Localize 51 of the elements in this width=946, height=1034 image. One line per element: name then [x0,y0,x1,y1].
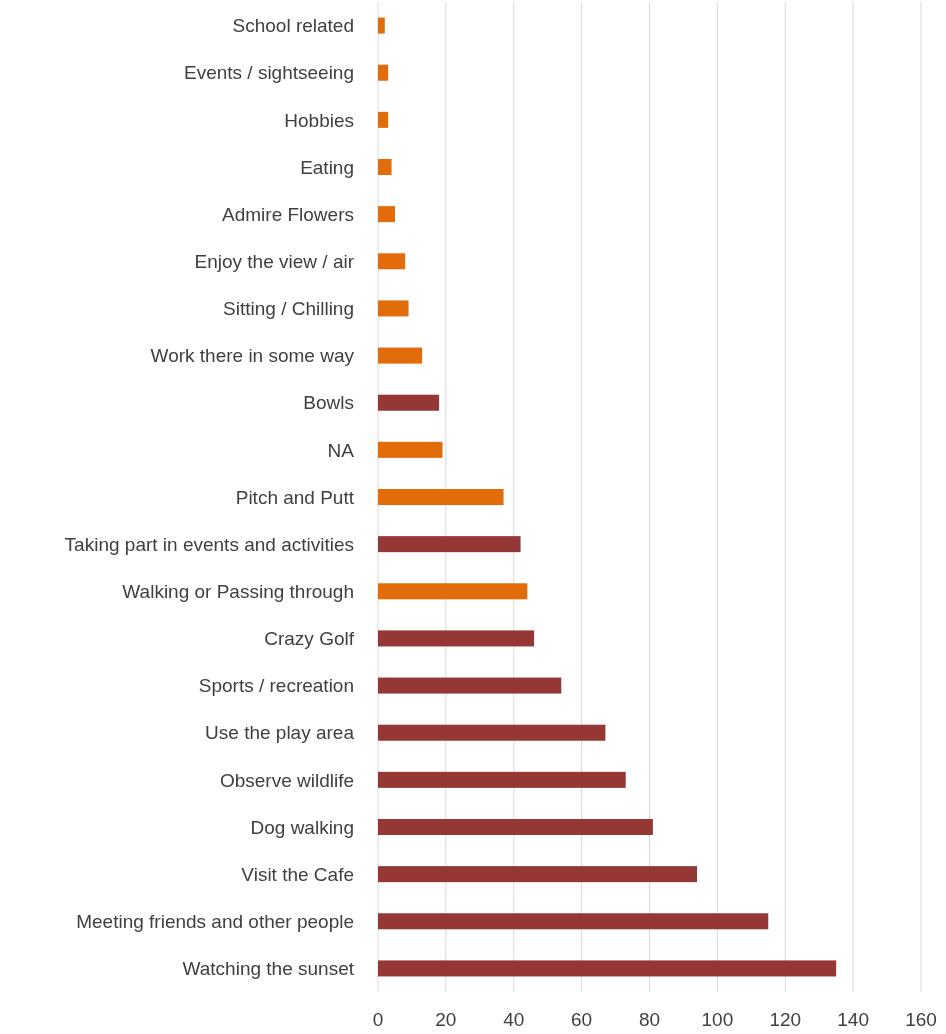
y-tick-label: Sitting / Chilling [223,298,354,320]
bar [378,253,406,270]
bar [378,771,626,788]
y-tick-label: Work there in some way [150,345,355,367]
bar [378,17,385,34]
y-tick-label: Visit the Cafe [241,863,354,885]
bar [378,206,395,223]
bar [378,536,521,553]
bar [378,111,389,128]
x-tick-label: 140 [837,1009,869,1030]
y-tick-label: Taking part in events and activities [64,533,354,555]
y-tick-label: Enjoy the view / air [194,250,355,272]
bar [378,300,409,317]
x-tick-label: 160 [905,1009,937,1030]
x-tick-label: 40 [503,1009,525,1030]
y-tick-label: Dog walking [250,816,354,838]
bar [378,724,606,741]
y-tick-label: Eating [300,156,354,178]
bar [378,913,769,930]
y-tick-label: Pitch and Putt [235,486,355,508]
y-tick-label: Events / sightseeing [183,62,354,84]
x-tick-label: 100 [701,1009,734,1030]
y-tick-label: Crazy Golf [264,628,355,650]
bar [378,158,392,176]
bar [378,488,504,506]
y-tick-label: Observe wildlife [219,769,354,791]
x-tick-label: 20 [435,1009,457,1030]
x-tick-label: 60 [571,1009,593,1030]
bar [378,677,562,694]
y-tick-label: Use the play area [205,722,355,744]
y-tick-label: Bowls [303,392,354,414]
y-tick-label: Hobbies [284,109,354,131]
y-tick-label: Sports / recreation [198,675,354,697]
x-tick-label: 120 [769,1009,802,1030]
bar [378,583,528,600]
y-tick-label: Walking or Passing through [122,580,354,602]
y-tick-label: Admire Flowers [222,203,354,225]
bar [378,630,535,647]
x-tick-label: 80 [638,1009,661,1030]
y-tick-label: Meeting friends and other people [76,910,354,932]
bar [378,347,423,364]
bar [378,818,653,836]
bar [378,960,837,977]
bar [378,866,698,883]
bar [378,394,440,411]
bar [378,64,389,81]
x-tick-label: 0 [372,1009,384,1030]
y-tick-label: Watching the sunset [182,958,355,980]
y-tick-label: School related [232,15,354,37]
bar [378,441,443,458]
y-tick-label: NA [327,439,355,461]
